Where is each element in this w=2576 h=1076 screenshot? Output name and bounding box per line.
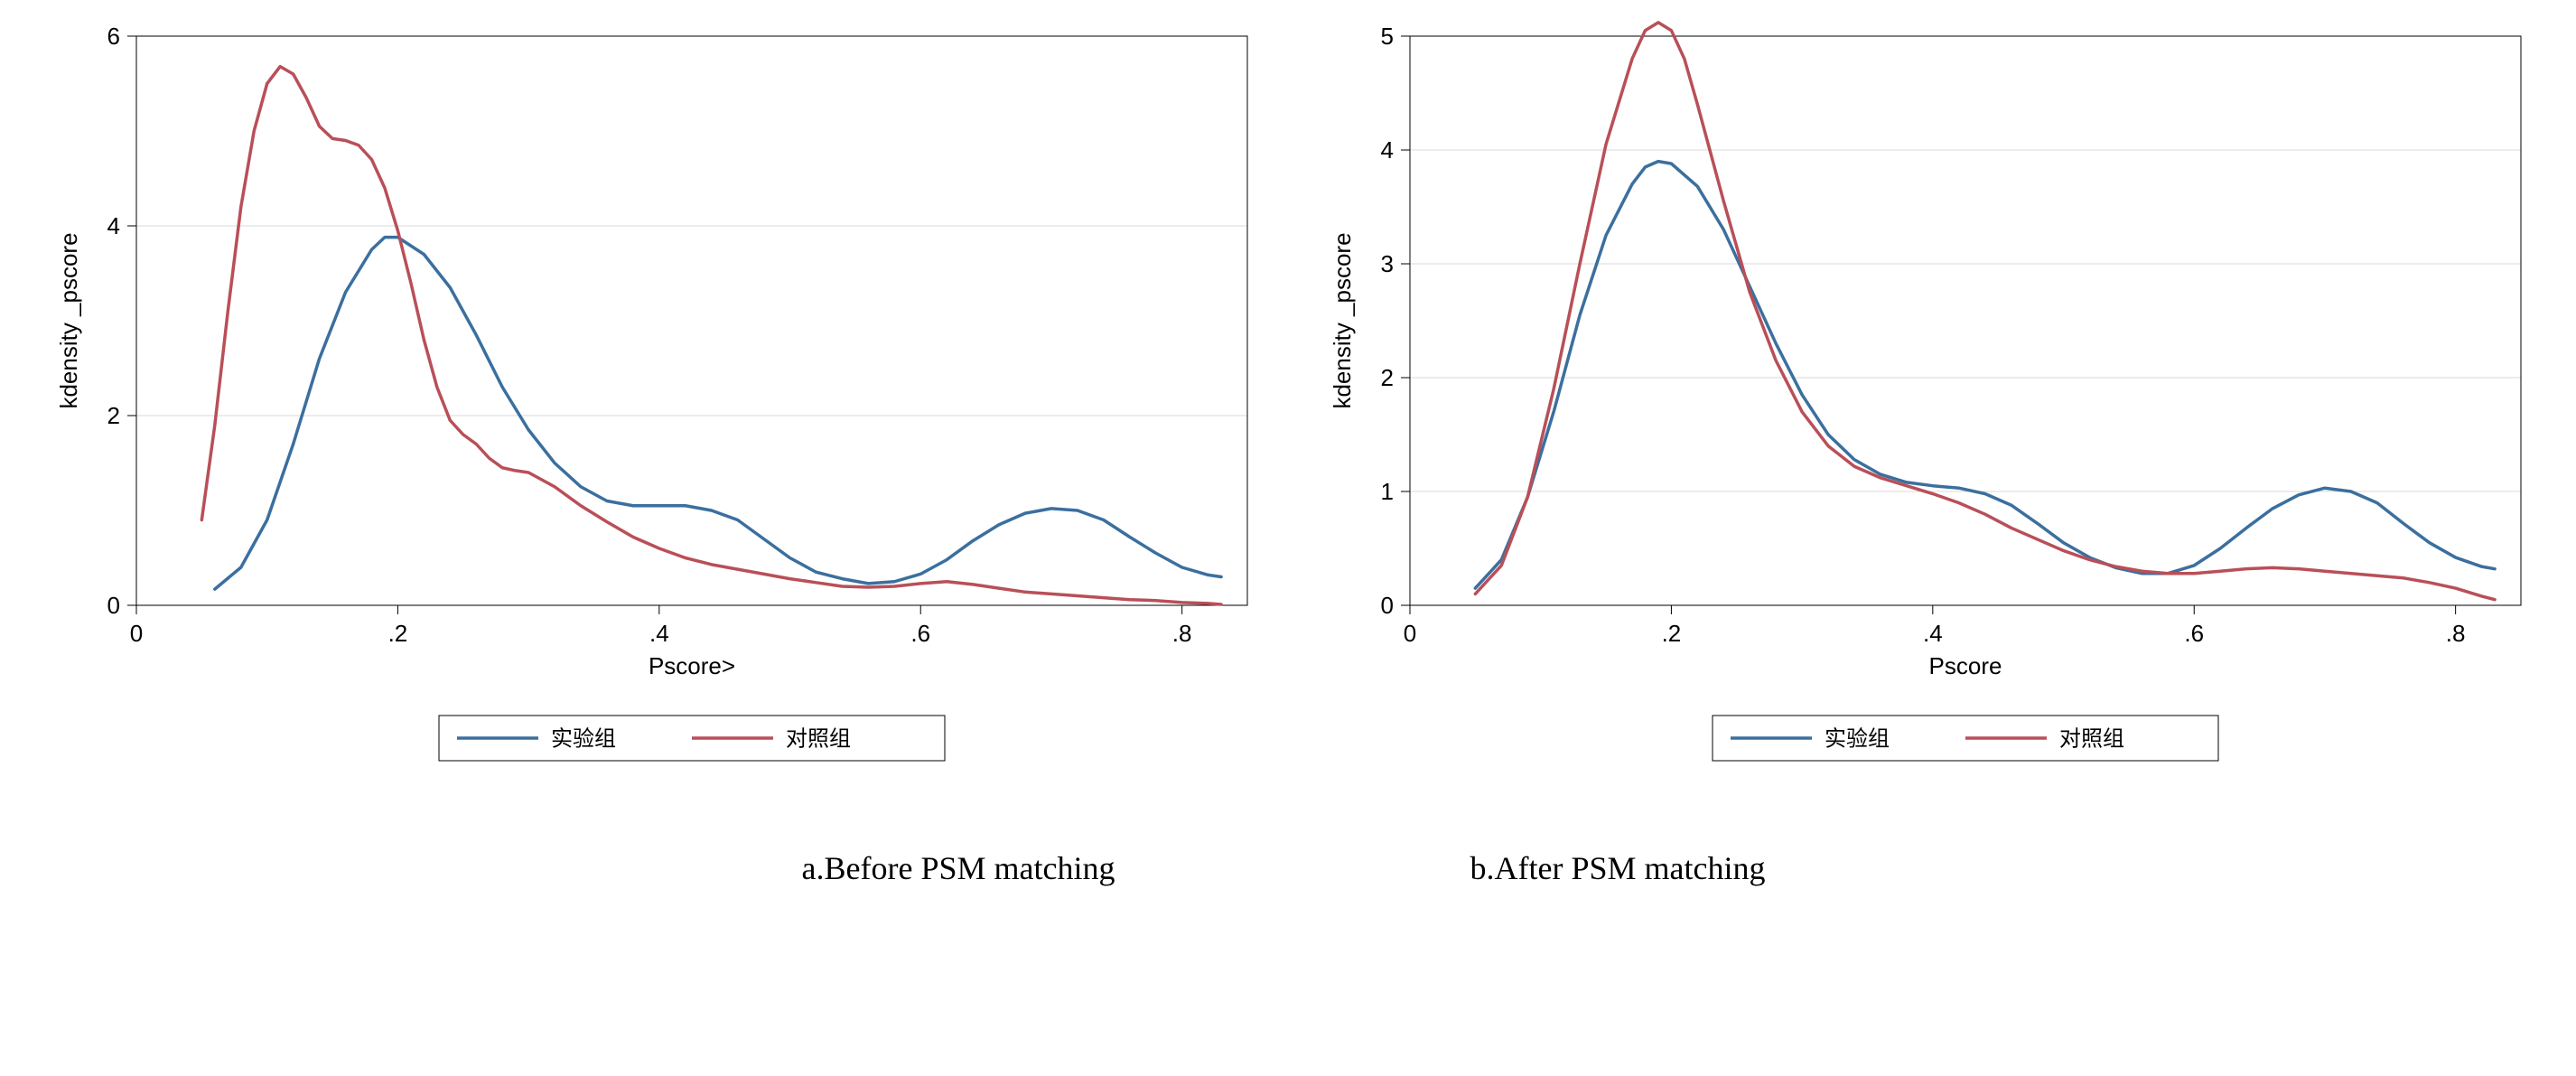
svg-text:0: 0 (130, 620, 143, 647)
svg-text:kdensity _pscore: kdensity _pscore (55, 232, 82, 408)
svg-text:Pscore>: Pscore> (649, 652, 735, 679)
svg-text:Pscore: Pscore (1929, 652, 2002, 679)
svg-text:.8: .8 (1172, 620, 1192, 647)
chart-after: 0 .2 .4 .6 .8 0 1 2 3 4 5 Pscore kdensity _pscore 实验组… (1302, 18, 2548, 804)
svg-text:.6: .6 (2184, 620, 2204, 647)
svg-text:对照组: 对照组 (2059, 726, 2124, 751)
svg-text:对照组: 对照组 (786, 726, 851, 751)
svg-text:2: 2 (107, 402, 120, 429)
svg-text:4: 4 (1381, 136, 1394, 164)
svg-text:0: 0 (1381, 592, 1394, 619)
svg-text:6: 6 (107, 23, 120, 50)
svg-text:2: 2 (1381, 364, 1394, 391)
svg-text:.6: .6 (910, 620, 930, 647)
chart-before: 0 .2 .4 .6 .8 0 2 4 6 Pscore> kdensity _pscore 实验组 对… (28, 18, 1274, 804)
caption-after: b.After PSM matching (1302, 849, 1934, 887)
figure-container: 0 .2 .4 .6 .8 0 2 4 6 Pscore> kdensity _pscore 实验组 对… (18, 18, 2558, 887)
caption-before: a.Before PSM matching (642, 849, 1274, 887)
panel-after: 0 .2 .4 .6 .8 0 1 2 3 4 5 Pscore kdensity _pscore 实验组… (1302, 18, 2548, 804)
panel-before: 0 .2 .4 .6 .8 0 2 4 6 Pscore> kdensity _pscore 实验组 对… (28, 18, 1274, 804)
svg-text:5: 5 (1381, 23, 1394, 50)
svg-text:kdensity _pscore: kdensity _pscore (1329, 232, 1356, 408)
svg-text:实验组: 实验组 (551, 726, 616, 751)
charts-row: 0 .2 .4 .6 .8 0 2 4 6 Pscore> kdensity _pscore 实验组 对… (18, 18, 2558, 804)
svg-text:.4: .4 (1923, 620, 1943, 647)
svg-text:实验组: 实验组 (1825, 726, 1890, 751)
svg-text:4: 4 (107, 212, 120, 239)
svg-text:1: 1 (1381, 478, 1394, 505)
svg-text:0: 0 (1404, 620, 1416, 647)
captions-row: a.Before PSM matching b.After PSM matchi… (18, 849, 2558, 887)
svg-text:0: 0 (107, 592, 120, 619)
svg-text:.2: .2 (1662, 620, 1682, 647)
svg-text:.4: .4 (649, 620, 669, 647)
svg-text:3: 3 (1381, 250, 1394, 277)
svg-text:.8: .8 (2446, 620, 2466, 647)
svg-text:.2: .2 (388, 620, 408, 647)
